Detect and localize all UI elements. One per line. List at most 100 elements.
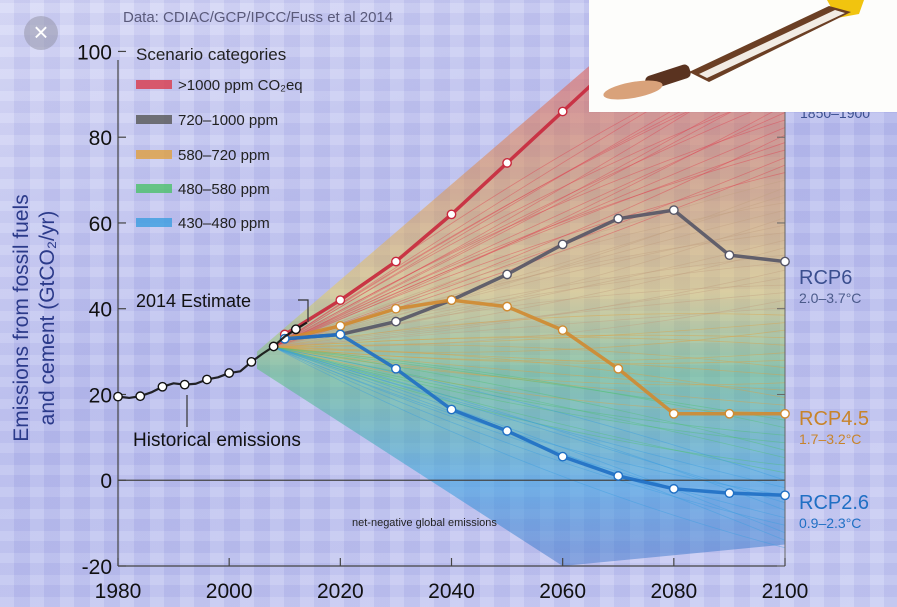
y-tick-label: 40	[89, 299, 112, 322]
series-rcp26-point	[391, 363, 401, 374]
inset-photo	[589, 0, 897, 112]
scenario-line	[273, 346, 786, 364]
series-rcp26-point	[724, 488, 735, 499]
person-arm-illustration	[603, 0, 864, 100]
series-label-rcp6: RCP6	[799, 267, 852, 289]
estimate-annotation: 2014 Estimate	[136, 291, 309, 322]
historical-point	[246, 356, 257, 367]
scenario-line	[273, 337, 786, 348]
series-rcp6-point	[668, 205, 679, 215]
legend-label-4: 480–580 ppm	[178, 181, 270, 198]
historical-point	[290, 324, 301, 335]
scenario-line	[273, 346, 786, 414]
y-tick-label: 0	[100, 470, 112, 493]
scenario-line	[273, 172, 786, 348]
series-rcp26-point	[668, 483, 679, 494]
y-tick-label: 20	[89, 384, 112, 407]
scenario-line	[273, 322, 786, 348]
scenario-line	[273, 262, 786, 348]
scenario-line	[273, 346, 786, 481]
scenario-line	[273, 112, 786, 348]
legend-swatch-5	[136, 218, 172, 227]
series-rcp6-point	[502, 269, 512, 280]
series-rcp85-point	[446, 209, 457, 220]
series-label-rcp45: RCP4.5	[799, 408, 869, 430]
historical-point	[224, 368, 235, 378]
historical-point	[135, 391, 146, 402]
scenario-line	[273, 344, 786, 369]
x-tick-label: 2080	[650, 580, 697, 603]
series-rcp85-point	[391, 256, 401, 267]
legend-item-1: >1000 ppm CO₂eq	[136, 77, 303, 94]
x-tick-label: 2000	[206, 580, 253, 603]
series-rcp45-point	[557, 325, 568, 336]
series-rcp45-point	[391, 303, 401, 314]
series-rcp6-point	[557, 239, 568, 250]
scenario-line	[273, 142, 786, 348]
series-rcp26-point	[613, 471, 624, 481]
close-button[interactable]: ×	[24, 16, 58, 50]
x-tick-label: 2040	[428, 580, 475, 603]
scenario-line	[273, 346, 786, 421]
scenario-line	[273, 149, 786, 348]
hand	[603, 80, 663, 100]
scenario-line	[273, 254, 786, 348]
y-axis-label: Emissions from fossil fuels and cement (…	[10, 194, 59, 441]
series-label-rcp26: RCP2.6	[799, 492, 869, 514]
legend-item-3: 580–720 ppm	[136, 147, 270, 164]
historical-point	[202, 374, 212, 385]
scenario-line	[273, 299, 786, 348]
historical-annotation: Historical emissions	[133, 395, 301, 451]
series-rcp6-point	[613, 213, 624, 224]
scenario-line	[273, 346, 786, 386]
legend-label-2: 720–1000 ppm	[178, 112, 278, 129]
scenario-line	[273, 127, 786, 348]
x-tick-label: 2100	[762, 580, 809, 603]
scenario-line	[273, 346, 786, 504]
y-tick-label: -20	[82, 556, 112, 579]
series-rcp85-point	[557, 106, 568, 117]
historical-point	[268, 341, 279, 352]
legend-item-4: 480–580 ppm	[136, 181, 270, 198]
series-range-rcp45: 1.7–3.2°C	[799, 431, 861, 447]
scenario-line	[273, 134, 786, 348]
scenario-line	[273, 104, 786, 348]
legend-item-2: 720–1000 ppm	[136, 112, 278, 129]
scenario-line	[273, 346, 786, 391]
historical-point	[113, 391, 123, 402]
scenario-line	[273, 346, 786, 496]
legend-label-3: 580–720 ppm	[178, 147, 270, 164]
scenario-line	[273, 346, 786, 534]
series-rcp45-point	[724, 408, 735, 419]
series-rcp45-point	[446, 295, 457, 306]
estimate-leader	[298, 299, 309, 322]
x-tick-label: 2020	[317, 580, 364, 603]
series-rcp45-point	[780, 408, 790, 419]
series-rcp85-point	[335, 295, 346, 306]
scenario-line	[273, 307, 786, 348]
scenario-line	[273, 346, 786, 489]
legend-swatch-4	[136, 184, 172, 193]
scenario-line	[273, 346, 786, 406]
estimate-label: 2014 Estimate	[136, 291, 251, 311]
series-rcp6-point	[780, 256, 790, 267]
sleeve-stripe	[699, 10, 845, 78]
legend-label-1: >1000 ppm CO₂eq	[178, 77, 303, 94]
series-rcp45-point	[613, 363, 624, 374]
series-rcp26-point	[557, 451, 568, 462]
series-rcp45-point	[502, 301, 512, 312]
scenario-line	[273, 119, 786, 348]
scenario-line	[273, 346, 786, 451]
net-negative-label: net-negative global emissions	[352, 517, 497, 529]
historical-label: Historical emissions	[133, 430, 301, 451]
scenario-line	[273, 346, 786, 466]
x-tick-label: 2060	[539, 580, 586, 603]
legend-swatch-3	[136, 150, 172, 159]
scenario-line	[273, 194, 786, 348]
series-rcp6-line	[284, 208, 786, 341]
legend: Scenario categories >1000 ppm CO₂eq 720–…	[136, 45, 303, 232]
scenario-line	[273, 346, 786, 526]
scenario-fan-area	[256, 17, 785, 567]
legend-title: Scenario categories	[136, 45, 286, 64]
